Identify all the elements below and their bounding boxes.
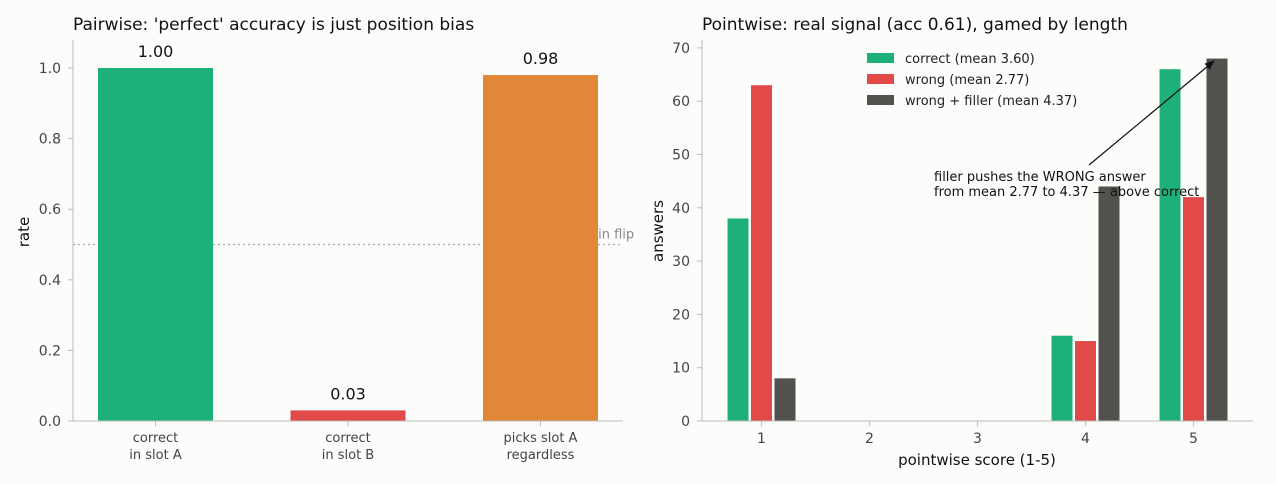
pairwise-bar — [483, 75, 598, 421]
annotation-line-1: filler pushes the WRONG answer — [934, 170, 1146, 185]
pointwise-x-axis-label: pointwise score (1-5) — [898, 451, 1056, 469]
pointwise-y-tick-label: 60 — [672, 94, 690, 110]
pointwise-bars — [727, 58, 1228, 422]
pairwise-category-label: in slot B — [322, 448, 374, 463]
pairwise-y-tick-label: 0.2 — [39, 343, 61, 359]
legend-label-correct: correct (mean 3.60) — [905, 52, 1035, 67]
pairwise-bar-value-label: 0.98 — [523, 49, 559, 68]
legend-label-wrong-filler: wrong + filler (mean 4.37) — [905, 94, 1077, 109]
pairwise-y-ticks: 0.0 0.2 0.4 0.6 0.8 1.0 — [39, 61, 73, 430]
pointwise-y-tick-label: 50 — [672, 148, 690, 164]
pointwise-bar — [727, 218, 749, 421]
pairwise-category-label: in slot A — [129, 448, 182, 463]
pairwise-panel: Pairwise: 'perfect' accuracy is just pos… — [15, 15, 634, 463]
pointwise-annotation: filler pushes the WRONG answer from mean… — [934, 60, 1215, 200]
pointwise-x-tick-label: 3 — [973, 431, 982, 447]
pointwise-bar — [1159, 69, 1181, 421]
pairwise-category-label: correct — [325, 431, 371, 446]
pairwise-y-tick-label: 0.4 — [39, 273, 61, 289]
pairwise-y-tick-label: 1.0 — [39, 61, 61, 77]
pointwise-bar — [1206, 58, 1228, 422]
pointwise-bar — [751, 85, 772, 422]
pointwise-legend: correct (mean 3.60) wrong (mean 2.77) wr… — [867, 52, 1077, 109]
pointwise-y-tick-label: 0 — [681, 414, 690, 430]
pointwise-x-tick-label: 4 — [1081, 431, 1090, 447]
pairwise-category-label: picks slot A — [504, 431, 578, 446]
pointwise-bar — [1075, 341, 1096, 421]
pointwise-bar — [1098, 186, 1120, 421]
pairwise-y-tick-label: 0.6 — [39, 202, 61, 218]
legend-label-wrong: wrong (mean 2.77) — [905, 73, 1029, 88]
pointwise-y-tick-label: 10 — [672, 361, 690, 377]
pairwise-bar — [290, 410, 406, 421]
pairwise-bars — [98, 68, 598, 421]
pointwise-y-axis-label: answers — [649, 200, 667, 262]
pairwise-y-axis-label: rate — [15, 217, 33, 247]
pointwise-x-tick-label: 5 — [1189, 431, 1198, 447]
pairwise-y-tick-label: 0.8 — [39, 132, 61, 148]
pairwise-bar-value-label: 0.03 — [330, 384, 366, 403]
pointwise-y-tick-label: 20 — [672, 307, 690, 323]
pointwise-x-tick-label: 1 — [757, 431, 766, 447]
pairwise-y-tick-label: 0.0 — [39, 414, 61, 430]
pointwise-y-tick-label: 40 — [672, 201, 690, 217]
pairwise-value-labels: 1.00 0.03 0.98 — [138, 42, 559, 403]
pointwise-bar — [1183, 197, 1204, 421]
pairwise-bar-value-label: 1.00 — [138, 42, 174, 61]
legend-swatch-correct — [867, 53, 894, 63]
pointwise-title: Pointwise: real signal (acc 0.61), gamed… — [702, 15, 1128, 35]
pointwise-bar — [774, 378, 796, 421]
annotation-line-2: from mean 2.77 to 4.37 — above correct — [934, 185, 1199, 200]
pairwise-category-labels: correct in slot A correct in slot B picks sl… — [129, 421, 578, 463]
pointwise-bar — [1051, 335, 1073, 421]
pairwise-bar — [98, 68, 213, 421]
annotation-arrow — [1088, 60, 1215, 166]
pointwise-panel: Pointwise: real signal (acc 0.61), gamed… — [649, 15, 1253, 469]
pointwise-category-labels: 1 2 3 4 5 — [757, 421, 1198, 447]
pointwise-y-tick-label: 70 — [672, 41, 690, 57]
pairwise-title: Pairwise: 'perfect' accuracy is just pos… — [73, 15, 474, 35]
pairwise-category-label: correct — [133, 431, 179, 446]
pairwise-category-label: regardless — [507, 448, 575, 463]
legend-swatch-wrong — [867, 74, 894, 84]
pointwise-y-tick-label: 30 — [672, 254, 690, 270]
pointwise-y-ticks: 0 10 20 30 40 50 60 70 — [672, 41, 702, 430]
pointwise-x-tick-label: 2 — [865, 431, 874, 447]
legend-swatch-wrong-filler — [867, 95, 894, 105]
